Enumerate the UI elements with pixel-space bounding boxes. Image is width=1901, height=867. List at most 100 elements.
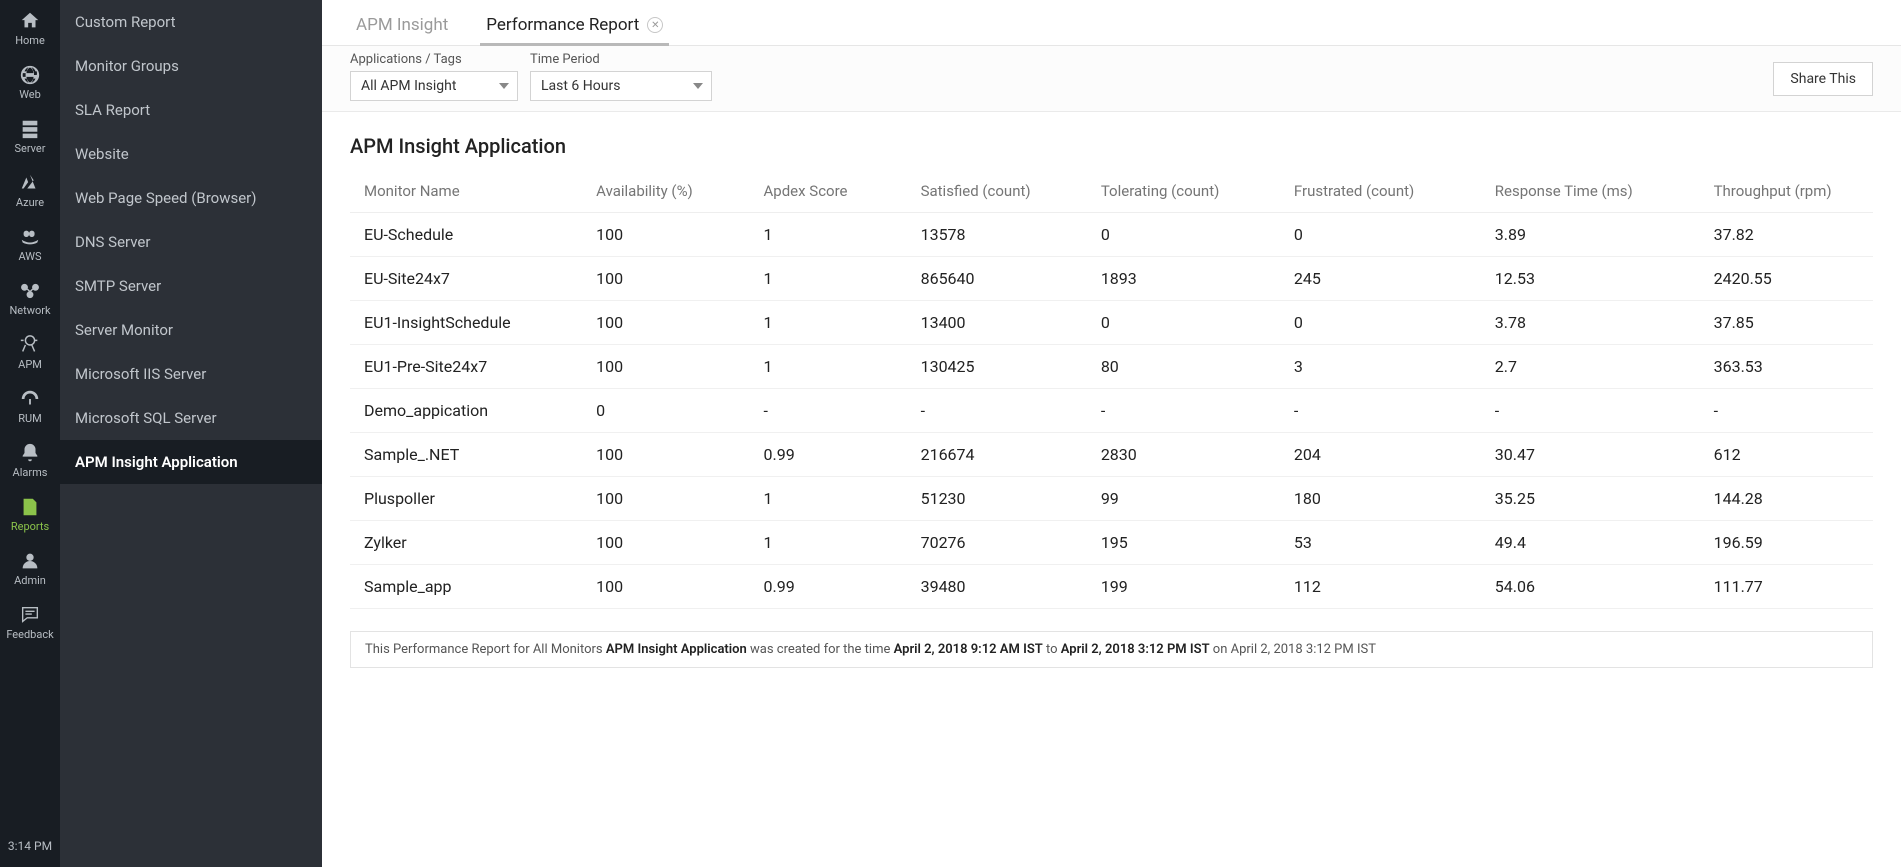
rail-item-label: Server — [14, 143, 45, 154]
table-cell: EU1-InsightSchedule — [350, 301, 588, 345]
sidebar-item-smtp-server[interactable]: SMTP Server — [60, 264, 322, 308]
rail-item-label: Feedback — [6, 629, 53, 640]
table-row[interactable]: Sample_.NET1000.99216674283020430.47612 — [350, 433, 1873, 477]
footnote-to: April 2, 2018 3:12 PM IST — [1061, 642, 1210, 657]
table-cell: 100 — [588, 565, 755, 609]
share-button[interactable]: Share This — [1773, 62, 1873, 96]
rail-item-admin[interactable]: Admin — [0, 540, 60, 594]
tab-apm-insight[interactable]: APM Insight — [350, 15, 454, 45]
rail-item-web[interactable]: Web — [0, 54, 60, 108]
feedback-icon — [19, 604, 41, 626]
sidebar-item-website[interactable]: Website — [60, 132, 322, 176]
apm-icon — [19, 334, 41, 356]
rail-item-aws[interactable]: AWS — [0, 216, 60, 270]
sidebar-item-monitor-groups[interactable]: Monitor Groups — [60, 44, 322, 88]
table-cell: 1 — [756, 345, 913, 389]
tab-performance-report[interactable]: Performance Report✕ — [480, 15, 669, 45]
table-row[interactable]: Pluspoller1001512309918035.25144.28 — [350, 477, 1873, 521]
table-cell: 216674 — [913, 433, 1093, 477]
rail-item-alarms[interactable]: Alarms — [0, 432, 60, 486]
reports-icon — [19, 496, 41, 518]
rail-item-label: Admin — [14, 575, 46, 586]
rail-item-apm[interactable]: APM — [0, 324, 60, 378]
azure-icon — [19, 172, 41, 194]
rail-item-server[interactable]: Server — [0, 108, 60, 162]
home-icon — [19, 10, 41, 32]
table-row[interactable]: EU-Site24x71001865640189324512.532420.55 — [350, 257, 1873, 301]
column-header[interactable]: Satisfied (count) — [913, 172, 1093, 213]
column-header[interactable]: Frustrated (count) — [1286, 172, 1487, 213]
table-cell: 70276 — [913, 521, 1093, 565]
table-cell: 0 — [1093, 301, 1286, 345]
table-cell: - — [1093, 389, 1286, 433]
table-cell: 0 — [588, 389, 755, 433]
table-cell: 180 — [1286, 477, 1487, 521]
table-row[interactable]: EU1-Pre-Site24x710011304258032.7363.53 — [350, 345, 1873, 389]
table-cell: 35.25 — [1487, 477, 1706, 521]
rail-item-label: RUM — [18, 413, 42, 424]
column-header[interactable]: Throughput (rpm) — [1706, 172, 1873, 213]
table-cell: 3 — [1286, 345, 1487, 389]
sidebar-item-server-monitor[interactable]: Server Monitor — [60, 308, 322, 352]
applications-filter: Applications / Tags All APM Insight — [350, 52, 518, 101]
column-header[interactable]: Response Time (ms) — [1487, 172, 1706, 213]
table-cell: - — [913, 389, 1093, 433]
network-icon — [19, 280, 41, 302]
column-header[interactable]: Tolerating (count) — [1093, 172, 1286, 213]
table-row[interactable]: EU1-InsightSchedule100113400003.7837.85 — [350, 301, 1873, 345]
rail-item-azure[interactable]: Azure — [0, 162, 60, 216]
main-area: APM Insight Performance Report✕ Applicati… — [322, 0, 1901, 867]
table-cell: 612 — [1706, 433, 1873, 477]
sidebar-item-microsoft-iis-server[interactable]: Microsoft IIS Server — [60, 352, 322, 396]
table-cell: 37.85 — [1706, 301, 1873, 345]
table-cell: - — [1487, 389, 1706, 433]
rail-item-reports[interactable]: Reports — [0, 486, 60, 540]
table-cell: 2420.55 — [1706, 257, 1873, 301]
sidebar-item-sla-report[interactable]: SLA Report — [60, 88, 322, 132]
column-header[interactable]: Apdex Score — [756, 172, 913, 213]
sidebar-item-dns-server[interactable]: DNS Server — [60, 220, 322, 264]
column-header[interactable]: Availability (%) — [588, 172, 755, 213]
table-cell: 0 — [1286, 213, 1487, 257]
rail-item-home[interactable]: Home — [0, 0, 60, 54]
table-cell: 100 — [588, 257, 755, 301]
sidebar-item-custom-report[interactable]: Custom Report — [60, 0, 322, 44]
table-cell: 54.06 — [1487, 565, 1706, 609]
close-icon[interactable]: ✕ — [647, 17, 663, 33]
table-row[interactable]: Sample_app1000.993948019911254.06111.77 — [350, 565, 1873, 609]
rail-item-label: AWS — [18, 251, 41, 262]
rail-item-network[interactable]: Network — [0, 270, 60, 324]
table-cell: Demo_appication — [350, 389, 588, 433]
table-cell: - — [756, 389, 913, 433]
table-cell: 1893 — [1093, 257, 1286, 301]
aws-icon — [19, 226, 41, 248]
table-cell: EU1-Pre-Site24x7 — [350, 345, 588, 389]
icon-rail: HomeWeb Server Azure AWS NetworkAPM RUM Alarms… — [0, 0, 60, 867]
sidebar-item-microsoft-sql-server[interactable]: Microsoft SQL Server — [60, 396, 322, 440]
web-icon — [19, 64, 41, 86]
table-cell: 204 — [1286, 433, 1487, 477]
table-cell: 0.99 — [756, 433, 913, 477]
column-header[interactable]: Monitor Name — [350, 172, 588, 213]
rail-item-label: Reports — [11, 521, 49, 532]
report-type-sidebar: Custom ReportMonitor GroupsSLA ReportWeb… — [60, 0, 322, 867]
applications-filter-label: Applications / Tags — [350, 52, 518, 67]
table-cell: 100 — [588, 345, 755, 389]
table-cell: 363.53 — [1706, 345, 1873, 389]
report-footnote: This Performance Report for All Monitors… — [350, 631, 1873, 668]
table-cell: 99 — [1093, 477, 1286, 521]
sidebar-item-web-page-speed-browser-[interactable]: Web Page Speed (Browser) — [60, 176, 322, 220]
table-row[interactable]: EU-Schedule100113578003.8937.82 — [350, 213, 1873, 257]
applications-select[interactable]: All APM Insight — [350, 71, 518, 101]
footnote-app: APM Insight Application — [606, 642, 747, 657]
table-row[interactable]: Demo_appication0------ — [350, 389, 1873, 433]
rail-item-label: Alarms — [13, 467, 48, 478]
table-cell: 49.4 — [1487, 521, 1706, 565]
rail-item-rum[interactable]: RUM — [0, 378, 60, 432]
table-cell: 2.7 — [1487, 345, 1706, 389]
sidebar-item-apm-insight-application[interactable]: APM Insight Application — [60, 440, 322, 484]
table-row[interactable]: Zylker1001702761955349.4196.59 — [350, 521, 1873, 565]
table-cell: 245 — [1286, 257, 1487, 301]
rail-item-feedback[interactable]: Feedback — [0, 594, 60, 648]
time-period-select[interactable]: Last 6 Hours — [530, 71, 712, 101]
